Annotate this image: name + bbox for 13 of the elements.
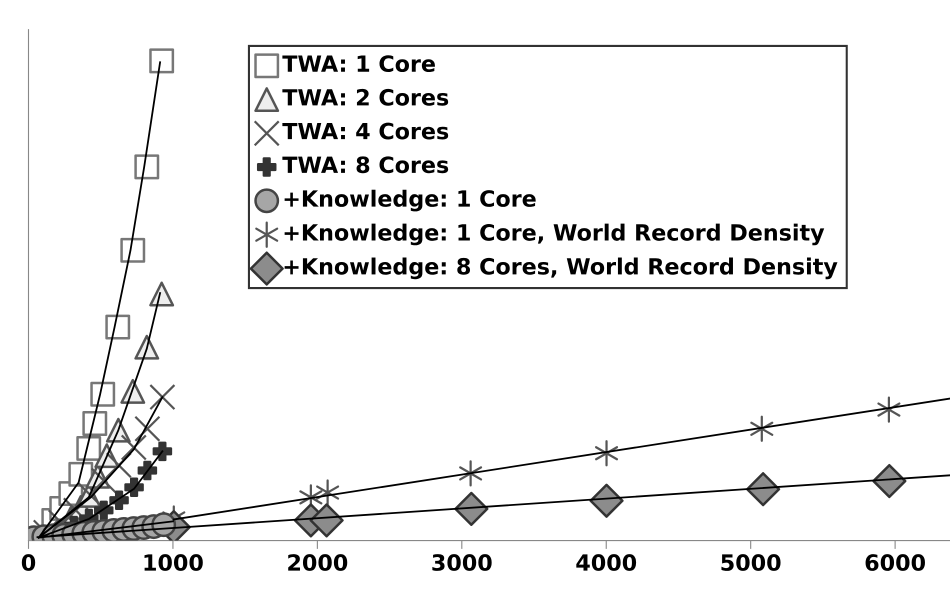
- legend-label: TWA: 8 Cores: [282, 156, 448, 174]
- legend-label: TWA: 4 Cores: [282, 122, 448, 140]
- x-tick-label: 4000: [576, 554, 636, 571]
- legend-label: TWA: 1 Core: [282, 55, 435, 72]
- x-tick-label: 6000: [866, 554, 925, 571]
- x-tick-label: 1000: [144, 554, 203, 571]
- x-tick-label: 0: [22, 554, 36, 571]
- legend-label: +Knowledge: 1 Core: [284, 190, 536, 212]
- legend-label: TWA: 2 Cores: [282, 88, 448, 106]
- legend-label: +Knowledge: 8 Cores, World Record Density: [284, 258, 838, 280]
- x-tick-label: 2000: [288, 554, 348, 571]
- x-tick-label: 3000: [432, 554, 492, 571]
- x-tick-label: 5000: [721, 554, 781, 571]
